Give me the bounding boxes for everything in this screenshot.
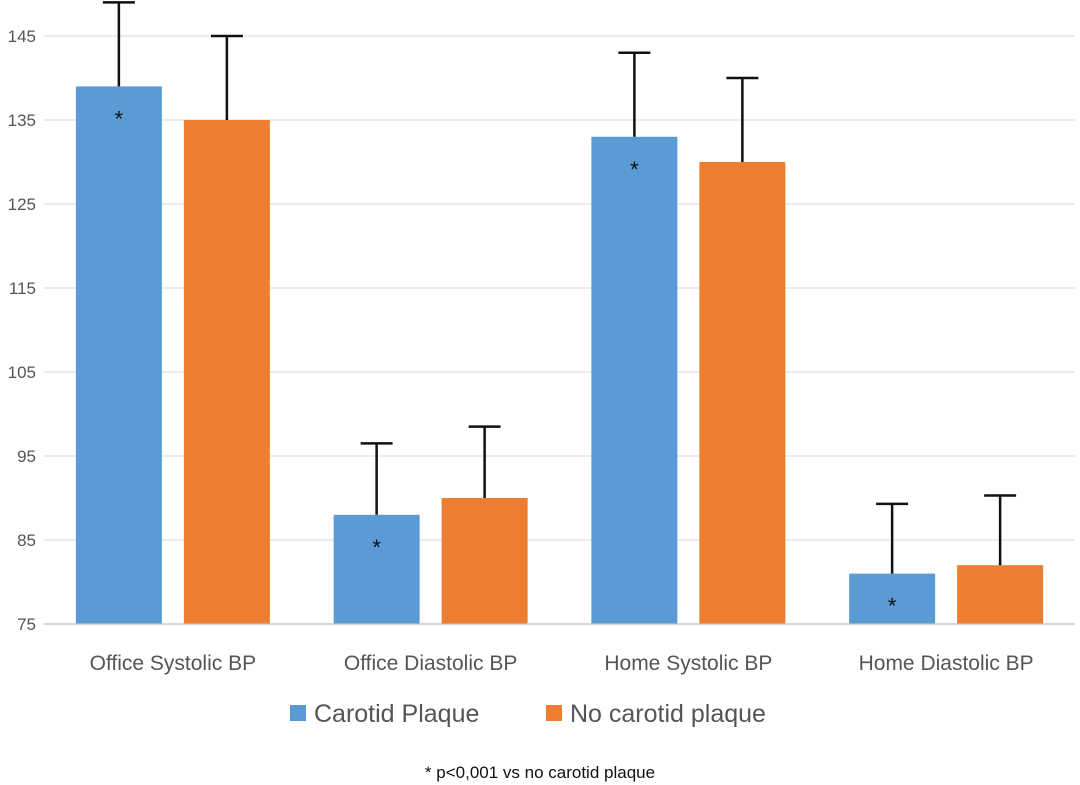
bar-carotid-plaque	[75, 86, 162, 624]
y-tick-label: 125	[8, 195, 36, 214]
y-tick-label: 145	[8, 27, 36, 46]
footnote-text: * p<0,001 vs no carotid plaque	[425, 763, 655, 782]
legend: Carotid Plaque No carotid plaque	[290, 700, 766, 728]
significance-star: *	[888, 594, 897, 619]
bar-no-carotid-plaque	[441, 498, 528, 624]
bars	[75, 86, 1044, 625]
significance-markers: * * * *	[115, 106, 897, 618]
legend-swatch	[290, 705, 306, 721]
y-tick-label: 115	[9, 279, 36, 298]
y-tick-label: 85	[17, 531, 36, 550]
bar-no-carotid-plaque	[957, 565, 1044, 624]
legend-swatch	[546, 705, 562, 721]
x-category-label: Home Diastolic BP	[859, 652, 1034, 675]
bar-carotid-plaque	[333, 514, 420, 624]
legend-label: No carotid plaque	[570, 700, 766, 728]
error-bars	[102, 1, 1017, 574]
y-axis-tick-labels: 75 85 95 105 115 125 135 145	[8, 27, 36, 634]
bar-carotid-plaque	[591, 136, 678, 625]
legend-label: Carotid Plaque	[314, 700, 479, 728]
x-category-label: Home Systolic BP	[604, 652, 772, 675]
significance-star: *	[372, 535, 381, 560]
y-tick-label: 135	[8, 111, 36, 130]
y-tick-label: 75	[17, 615, 36, 634]
significance-star: *	[115, 106, 124, 131]
x-category-label: Office Diastolic BP	[344, 652, 518, 675]
bar-no-carotid-plaque	[183, 120, 270, 624]
x-axis-category-labels: Office Systolic BP Office Diastolic BP Hom…	[90, 652, 1034, 675]
y-tick-label: 105	[8, 363, 36, 382]
y-tick-label: 95	[17, 447, 36, 466]
bar-carotid-plaque	[849, 573, 936, 624]
significance-star: *	[630, 157, 639, 182]
x-category-label: Office Systolic BP	[90, 652, 257, 675]
bar-no-carotid-plaque	[699, 162, 786, 624]
